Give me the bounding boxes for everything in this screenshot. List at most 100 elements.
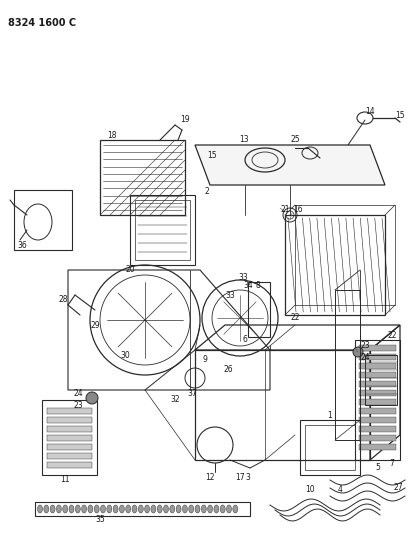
Text: 6: 6 (242, 335, 247, 344)
Text: 15: 15 (394, 110, 404, 119)
Ellipse shape (94, 505, 99, 513)
Ellipse shape (182, 505, 187, 513)
Ellipse shape (201, 505, 206, 513)
Text: 19: 19 (180, 116, 189, 125)
Text: 4: 4 (337, 486, 342, 495)
Bar (364, 355, 396, 405)
Bar (35, 502, 249, 516)
Text: 37: 37 (187, 389, 196, 398)
Bar (135, 200, 189, 260)
Ellipse shape (144, 505, 149, 513)
Bar (358, 390, 395, 396)
Ellipse shape (157, 505, 162, 513)
Ellipse shape (220, 505, 225, 513)
Text: 23: 23 (73, 400, 83, 409)
Text: 30: 30 (120, 351, 130, 359)
Ellipse shape (75, 505, 80, 513)
Bar (294, 205, 394, 305)
Bar (358, 345, 395, 351)
Ellipse shape (63, 505, 67, 513)
Ellipse shape (88, 505, 93, 513)
Ellipse shape (232, 505, 237, 513)
Bar (358, 381, 395, 387)
Ellipse shape (126, 505, 130, 513)
Bar (358, 354, 395, 360)
Text: 33: 33 (225, 290, 234, 300)
Bar (358, 408, 395, 414)
Text: 13: 13 (238, 135, 248, 144)
Text: 8: 8 (255, 280, 260, 289)
Bar (14, 190, 72, 250)
Bar (358, 399, 395, 405)
Ellipse shape (106, 505, 112, 513)
Text: 7: 7 (389, 458, 393, 467)
Ellipse shape (176, 505, 181, 513)
Text: 35: 35 (95, 515, 105, 524)
Text: 22: 22 (387, 330, 396, 340)
Ellipse shape (226, 505, 231, 513)
Ellipse shape (56, 505, 61, 513)
Bar (47, 426, 92, 432)
Ellipse shape (44, 505, 49, 513)
Text: 18: 18 (107, 131, 117, 140)
Text: 23: 23 (360, 341, 369, 350)
Bar (130, 195, 195, 265)
Bar (358, 435, 395, 441)
Bar (358, 444, 395, 450)
Ellipse shape (151, 505, 155, 513)
Ellipse shape (195, 505, 200, 513)
Bar (334, 290, 359, 440)
Bar (47, 435, 92, 441)
Ellipse shape (163, 505, 168, 513)
Text: 28: 28 (58, 295, 67, 304)
Ellipse shape (138, 505, 143, 513)
Ellipse shape (86, 392, 98, 404)
Ellipse shape (113, 505, 118, 513)
Ellipse shape (69, 505, 74, 513)
Ellipse shape (37, 505, 43, 513)
Bar (47, 462, 92, 468)
Polygon shape (195, 145, 384, 185)
Ellipse shape (132, 505, 137, 513)
Text: 2: 2 (204, 188, 209, 197)
Text: 21: 21 (280, 206, 289, 214)
Bar (247, 282, 270, 337)
Text: 26: 26 (222, 366, 232, 375)
Text: 12: 12 (205, 473, 214, 482)
Bar (100, 140, 184, 215)
Text: 17: 17 (235, 473, 244, 482)
Bar (47, 453, 92, 459)
Bar (358, 426, 395, 432)
Text: 33: 33 (238, 273, 247, 282)
Text: 20: 20 (125, 265, 135, 274)
Ellipse shape (213, 505, 218, 513)
Text: 24: 24 (73, 389, 83, 398)
Bar (47, 417, 92, 423)
Text: 24: 24 (360, 353, 369, 362)
Text: 15: 15 (207, 151, 216, 160)
Text: 10: 10 (304, 486, 314, 495)
Bar (358, 417, 395, 423)
Text: 9: 9 (202, 356, 207, 365)
Text: 16: 16 (292, 206, 302, 214)
Bar (358, 363, 395, 369)
Text: 8324 1600 C: 8324 1600 C (8, 18, 76, 28)
Ellipse shape (188, 505, 193, 513)
Text: 3: 3 (245, 473, 250, 482)
Bar (284, 215, 384, 315)
Ellipse shape (81, 505, 86, 513)
Text: 32: 32 (170, 395, 180, 405)
Text: 27: 27 (392, 483, 402, 492)
Bar (47, 408, 92, 414)
Text: 11: 11 (60, 475, 70, 484)
Bar (354, 340, 399, 460)
Text: 22: 22 (290, 313, 299, 322)
Bar (195, 350, 369, 460)
Ellipse shape (207, 505, 212, 513)
Bar (47, 444, 92, 450)
Bar (42, 400, 97, 475)
Text: 1: 1 (327, 410, 332, 419)
Text: 5: 5 (375, 464, 380, 472)
Ellipse shape (352, 347, 362, 357)
Ellipse shape (50, 505, 55, 513)
